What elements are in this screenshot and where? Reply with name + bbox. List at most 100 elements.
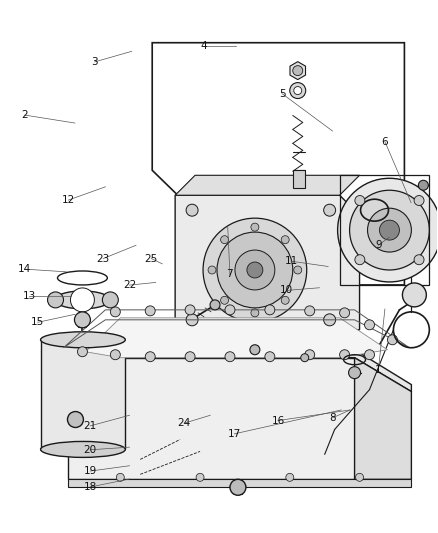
Circle shape <box>281 296 289 304</box>
Circle shape <box>403 283 426 307</box>
Circle shape <box>78 347 88 357</box>
Circle shape <box>217 232 293 308</box>
Circle shape <box>265 352 275 362</box>
Text: 4: 4 <box>201 41 207 51</box>
Circle shape <box>324 204 336 216</box>
Text: 22: 22 <box>123 280 136 290</box>
Polygon shape <box>68 350 411 392</box>
Text: 11: 11 <box>284 256 298 266</box>
Circle shape <box>294 266 302 274</box>
Text: 23: 23 <box>97 254 110 263</box>
Circle shape <box>301 354 309 362</box>
Circle shape <box>388 335 397 345</box>
Circle shape <box>414 196 424 206</box>
Text: 5: 5 <box>279 89 286 99</box>
Circle shape <box>294 86 302 94</box>
Circle shape <box>355 196 365 206</box>
Ellipse shape <box>41 332 125 348</box>
Circle shape <box>286 473 294 481</box>
Polygon shape <box>175 175 360 195</box>
Text: 16: 16 <box>271 416 285 425</box>
Circle shape <box>367 208 411 252</box>
Circle shape <box>414 255 424 265</box>
Circle shape <box>293 66 303 76</box>
Polygon shape <box>355 358 411 479</box>
Text: 18: 18 <box>84 482 97 492</box>
Circle shape <box>350 190 429 270</box>
Text: 12: 12 <box>62 195 75 205</box>
Circle shape <box>324 314 336 326</box>
Circle shape <box>185 305 195 315</box>
Circle shape <box>356 473 364 481</box>
Circle shape <box>305 306 314 316</box>
Circle shape <box>281 236 289 244</box>
Circle shape <box>196 473 204 481</box>
Circle shape <box>265 305 275 315</box>
Text: 8: 8 <box>329 413 336 423</box>
Polygon shape <box>68 479 411 487</box>
Circle shape <box>221 296 229 304</box>
Circle shape <box>71 288 95 312</box>
Circle shape <box>247 262 263 278</box>
Text: 17: 17 <box>228 429 241 439</box>
Polygon shape <box>41 340 125 449</box>
Circle shape <box>355 255 365 265</box>
Circle shape <box>225 352 235 362</box>
Text: 24: 24 <box>177 418 191 428</box>
Text: 20: 20 <box>84 445 97 455</box>
Circle shape <box>221 236 229 244</box>
Text: 7: 7 <box>226 270 233 279</box>
Circle shape <box>338 178 438 282</box>
Circle shape <box>185 352 195 362</box>
Circle shape <box>117 473 124 481</box>
Polygon shape <box>290 62 306 79</box>
Polygon shape <box>175 195 360 330</box>
Circle shape <box>364 320 374 330</box>
Text: 2: 2 <box>21 110 28 120</box>
Circle shape <box>74 312 90 328</box>
Polygon shape <box>152 43 404 285</box>
Text: 6: 6 <box>381 136 388 147</box>
Circle shape <box>203 218 307 322</box>
Text: 19: 19 <box>84 466 97 476</box>
Circle shape <box>250 345 260 355</box>
Circle shape <box>230 479 246 495</box>
Polygon shape <box>85 318 388 358</box>
Circle shape <box>186 204 198 216</box>
Circle shape <box>251 223 259 231</box>
Text: 1: 1 <box>375 365 381 375</box>
Circle shape <box>339 350 350 360</box>
Circle shape <box>379 220 399 240</box>
Circle shape <box>364 350 374 360</box>
Text: 3: 3 <box>91 57 98 67</box>
Text: 15: 15 <box>31 317 44 327</box>
Circle shape <box>110 307 120 317</box>
Text: 13: 13 <box>22 290 36 301</box>
Circle shape <box>186 314 198 326</box>
Text: 25: 25 <box>145 254 158 263</box>
Ellipse shape <box>55 291 110 309</box>
Circle shape <box>67 411 83 427</box>
Circle shape <box>208 266 216 274</box>
Circle shape <box>235 250 275 290</box>
Circle shape <box>290 83 306 99</box>
Circle shape <box>48 292 64 308</box>
Text: 9: 9 <box>375 240 381 251</box>
Circle shape <box>339 308 350 318</box>
Circle shape <box>145 306 155 316</box>
Text: 10: 10 <box>280 285 293 295</box>
Bar <box>293 171 305 188</box>
Circle shape <box>110 350 120 360</box>
Ellipse shape <box>41 441 125 457</box>
Circle shape <box>349 367 360 378</box>
Circle shape <box>251 309 259 317</box>
Circle shape <box>418 180 428 190</box>
Text: 14: 14 <box>18 264 32 274</box>
Circle shape <box>145 352 155 362</box>
Text: 21: 21 <box>84 421 97 431</box>
Circle shape <box>102 292 118 308</box>
Circle shape <box>225 305 235 315</box>
Circle shape <box>305 350 314 360</box>
Polygon shape <box>68 358 355 479</box>
Circle shape <box>210 300 220 310</box>
